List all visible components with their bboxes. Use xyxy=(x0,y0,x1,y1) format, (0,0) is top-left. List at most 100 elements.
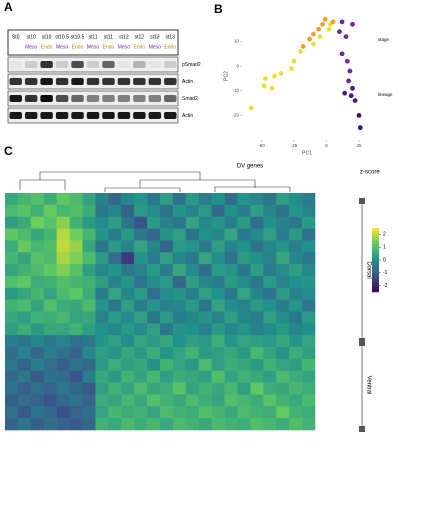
heatmap-cell xyxy=(95,382,109,395)
heatmap-cell xyxy=(82,264,96,277)
band-label: Actin xyxy=(182,113,193,119)
heatmap-cell xyxy=(17,311,32,324)
point xyxy=(357,125,363,131)
heatmap-cell xyxy=(276,240,290,253)
band xyxy=(102,95,115,102)
heatmap-cell xyxy=(121,264,135,277)
heatmap-cell xyxy=(5,299,19,312)
heatmap-cell xyxy=(237,204,251,217)
heatmap-cell xyxy=(198,370,212,383)
y-axis-label: PC2 xyxy=(223,71,229,81)
heatmap-cell xyxy=(69,299,83,312)
heatmap-cell xyxy=(69,228,83,241)
heatmap-cell xyxy=(5,418,19,431)
heatmap-cell xyxy=(95,264,109,277)
lane-stage: st10 xyxy=(42,34,52,40)
heatmap-cell xyxy=(134,323,148,336)
scale-swatch xyxy=(372,253,379,258)
heatmap-cell xyxy=(82,394,96,407)
heatmap-cell xyxy=(30,406,45,419)
band xyxy=(9,78,22,85)
heatmap-cell xyxy=(134,275,148,289)
heatmap-cell xyxy=(134,252,148,265)
heatmap-cell xyxy=(147,252,161,265)
scale-swatch xyxy=(372,234,379,238)
heatmap-cell xyxy=(250,240,264,253)
heatmap-cell xyxy=(250,418,264,431)
heatmap-cell xyxy=(250,204,264,217)
band xyxy=(55,95,69,102)
heatmap-cell xyxy=(276,323,290,336)
heatmap-cell xyxy=(43,299,57,312)
band xyxy=(102,112,115,119)
scale-swatch xyxy=(372,276,379,280)
band-label: Smad2 xyxy=(182,96,198,102)
lane-stage: st12 xyxy=(119,34,129,40)
lane-stage: St0 xyxy=(12,34,20,40)
heatmap-cell xyxy=(172,204,187,217)
heatmap-cell xyxy=(302,323,316,336)
heatmap-cell xyxy=(263,193,277,206)
band xyxy=(164,61,177,68)
heatmap-cell xyxy=(302,228,316,241)
point xyxy=(346,78,351,84)
band xyxy=(40,112,53,119)
heatmap-cell xyxy=(237,275,251,289)
band xyxy=(9,95,22,102)
heatmap-cell xyxy=(69,347,83,360)
heatmap-cell xyxy=(108,193,122,206)
heatmap-cell xyxy=(147,394,161,407)
heatmap-cell xyxy=(211,228,225,241)
heatmap-cell xyxy=(56,358,70,372)
heatmap-cell xyxy=(160,240,174,253)
heatmap-cell xyxy=(250,216,264,229)
heatmap-cell xyxy=(108,311,122,324)
heatmap-cell xyxy=(289,228,303,241)
heatmap-cell xyxy=(43,252,57,265)
band xyxy=(164,112,177,119)
scale-swatch xyxy=(372,240,379,245)
heatmap-cell xyxy=(17,370,32,383)
heatmap-cell xyxy=(160,264,174,277)
heatmap-cell xyxy=(108,299,122,312)
heatmap-cell xyxy=(108,394,122,407)
heatmap-cell xyxy=(263,275,277,289)
heatmap-cell xyxy=(302,204,316,217)
scale-swatch xyxy=(372,250,379,254)
heatmap-cell xyxy=(95,228,109,241)
heatmap-cell xyxy=(211,418,225,431)
heatmap-cell xyxy=(276,228,290,241)
heatmap-cell xyxy=(69,406,83,419)
heatmap-cell xyxy=(43,406,57,419)
point xyxy=(269,85,275,91)
heatmap-cell xyxy=(121,394,135,407)
heatmap-cell xyxy=(302,358,316,372)
heatmap-cell xyxy=(69,287,83,300)
heatmap-cell xyxy=(56,347,70,360)
heatmap-cell xyxy=(134,347,148,360)
heatmap-cell xyxy=(211,358,225,372)
band xyxy=(71,95,84,102)
heatmap-cell xyxy=(172,347,187,360)
heatmap-cell xyxy=(134,240,148,253)
band xyxy=(71,61,84,68)
heatmap-cell xyxy=(250,335,264,348)
heatmap-cell xyxy=(185,370,200,383)
heatmap-cell xyxy=(56,335,70,348)
point xyxy=(350,85,355,91)
heatmap-cell xyxy=(43,358,57,372)
heatmap-cell xyxy=(237,370,251,383)
heatmap-cell xyxy=(263,335,277,348)
heatmap-cell xyxy=(69,216,83,229)
heatmap-cell xyxy=(224,418,238,431)
heatmap-cell xyxy=(172,264,187,277)
band xyxy=(40,95,53,102)
heatmap-cell xyxy=(17,382,32,395)
heatmap-cell xyxy=(56,264,70,277)
heatmap-cell xyxy=(147,264,161,277)
heatmap-cell xyxy=(56,275,70,289)
heatmap-cell xyxy=(69,382,83,395)
point xyxy=(344,58,350,64)
point xyxy=(316,26,322,32)
heatmap-cell xyxy=(56,311,70,324)
